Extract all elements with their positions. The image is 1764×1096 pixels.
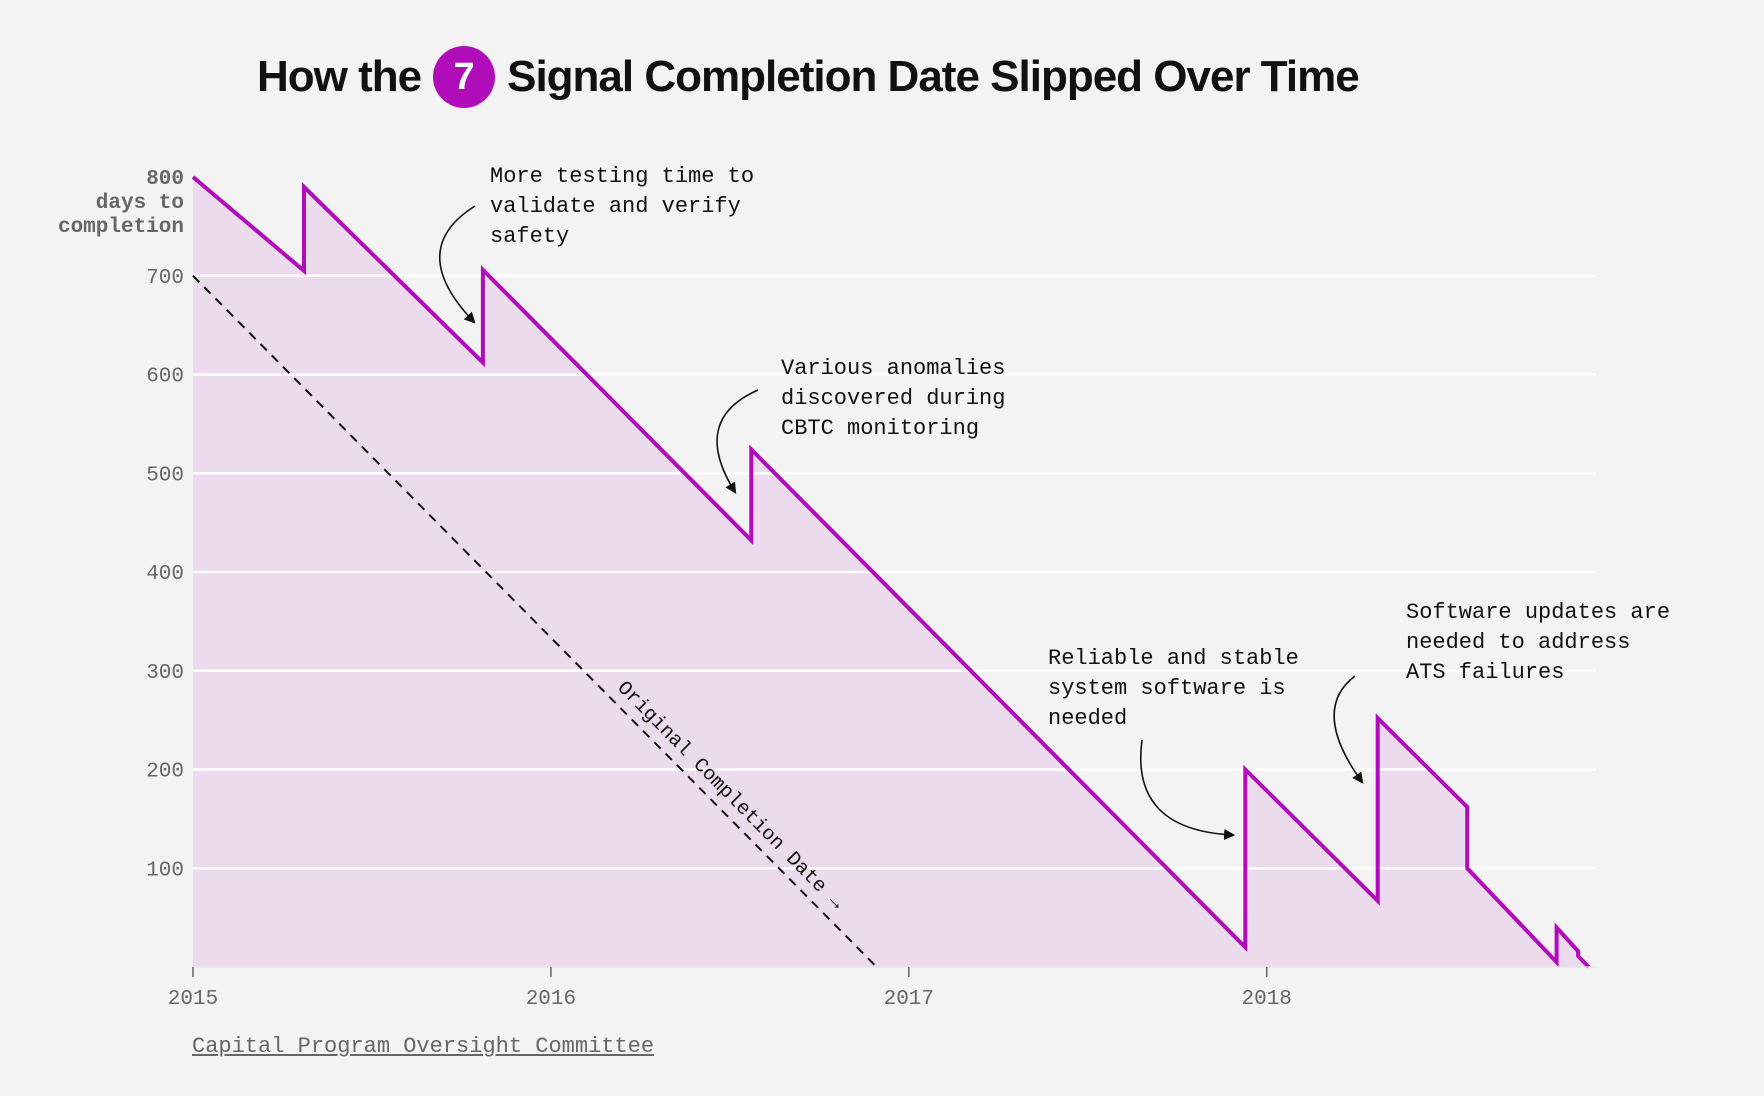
series-line xyxy=(191,175,1591,969)
annotation-text: Software updates are xyxy=(1406,600,1670,625)
x-tick-label: 2016 xyxy=(526,988,576,1011)
annotation-text: Various anomalies xyxy=(781,356,1005,381)
annotation-text: system software is xyxy=(1048,676,1286,701)
annotation-arrow xyxy=(1140,739,1236,841)
x-tick-label: 2015 xyxy=(168,988,218,1011)
annotation-text: Reliable and stable xyxy=(1048,646,1299,671)
annotation: Software updates are needed to address ATS… xyxy=(1333,600,1670,784)
annotation-text: safety xyxy=(490,224,569,249)
title-suffix: Signal Completion Date Slipped Over Time xyxy=(507,52,1360,101)
y-tick-label: 200 xyxy=(146,761,184,784)
annotation-text: discovered during xyxy=(781,386,1005,411)
annotation-text: validate and verify xyxy=(490,194,741,219)
annotation: Reliable and stable system software is nee… xyxy=(1048,646,1299,841)
y-axis-label: days to xyxy=(96,192,184,215)
annotation-arrow xyxy=(716,389,759,494)
annotation-text: needed to address xyxy=(1406,630,1630,655)
source-link[interactable]: Capital Program Oversight Committee xyxy=(192,1034,655,1059)
original-completion-line xyxy=(192,275,878,968)
annotation-text: More testing time to xyxy=(490,164,754,189)
y-tick-label: 700 xyxy=(146,267,184,290)
x-tick-label: 2017 xyxy=(884,988,934,1011)
x-tick-label: 2018 xyxy=(1242,988,1292,1011)
y-tick-label: 500 xyxy=(146,464,184,487)
annotation-arrow xyxy=(1333,675,1364,784)
annotation-text: needed xyxy=(1048,706,1127,731)
annotation-arrow xyxy=(439,205,476,324)
annotation-text: ATS failures xyxy=(1406,660,1564,685)
y-tick-label: 600 xyxy=(146,366,184,389)
annotation: Various anomalies discovered during CBTC m… xyxy=(716,356,1005,494)
annotation: More testing time to validate and verify s… xyxy=(439,164,754,324)
chart-title: How the 7 Signal Completion Date Slipped… xyxy=(257,46,1360,108)
y-axis-label: completion xyxy=(58,216,184,239)
route-7-bullet-icon: 7 xyxy=(433,46,496,108)
y-tick-label: 100 xyxy=(146,859,184,882)
y-axis-label: 800 xyxy=(146,168,184,191)
title-prefix: How the xyxy=(257,52,422,101)
annotation-text: CBTC monitoring xyxy=(781,416,979,441)
y-tick-label: 300 xyxy=(146,662,184,685)
y-tick-label: 400 xyxy=(146,563,184,586)
